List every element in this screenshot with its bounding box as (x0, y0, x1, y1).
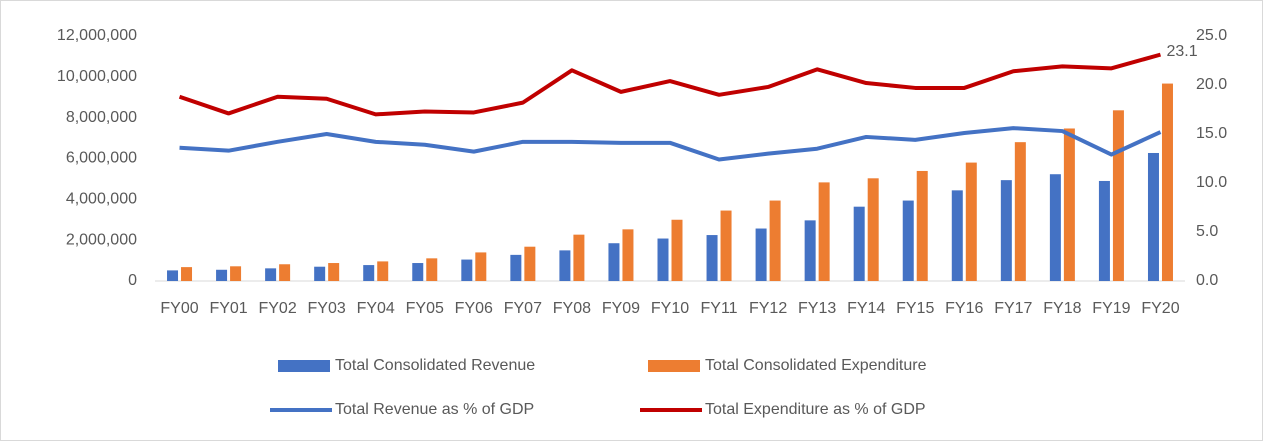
bar (216, 269, 228, 281)
bar (559, 250, 571, 281)
bar (1063, 128, 1075, 281)
x-tick-label: FY16 (945, 300, 983, 317)
legend-label: Total Expenditure as % of GDP (705, 401, 926, 418)
x-tick-label: FY11 (701, 300, 738, 317)
line-series (178, 52, 1162, 117)
x-tick-label: FY09 (602, 300, 640, 317)
x-tick-label: FY00 (160, 300, 198, 317)
x-tick-label: FY12 (749, 300, 787, 317)
bar (475, 252, 487, 281)
y-tick-label: 4,000,000 (66, 191, 137, 208)
y2-tick-label: 15.0 (1196, 125, 1227, 142)
x-tick-label: FY13 (798, 300, 836, 317)
bar (804, 220, 816, 281)
y-tick-label: 2,000,000 (66, 231, 137, 248)
bar (510, 254, 522, 281)
bar (265, 268, 277, 281)
legend-label: Total Consolidated Revenue (335, 357, 535, 374)
bar (426, 258, 438, 281)
legend-label: Total Revenue as % of GDP (335, 401, 534, 418)
bar (902, 200, 914, 281)
bar (328, 263, 340, 281)
bar (867, 178, 879, 281)
bar (412, 263, 424, 281)
bar (1147, 152, 1159, 281)
legend-swatch (648, 360, 700, 372)
bar (916, 170, 928, 281)
bar (657, 238, 669, 281)
data-label: 23.1 (1166, 43, 1197, 60)
bar (461, 259, 473, 281)
bar (769, 200, 781, 281)
x-tick-label: FY05 (406, 300, 444, 317)
x-tick-label: FY02 (258, 300, 296, 317)
bar (524, 246, 536, 281)
bar (853, 206, 865, 281)
y2-tick-label: 5.0 (1196, 223, 1218, 240)
y-tick-label: 0 (128, 272, 137, 289)
bar (1161, 83, 1173, 281)
bar (671, 219, 683, 281)
bar (167, 270, 179, 281)
bar (951, 190, 963, 281)
x-tick-label: FY03 (308, 300, 346, 317)
bar (1014, 142, 1026, 281)
bar (181, 267, 193, 281)
x-tick-label: FY20 (1141, 300, 1179, 317)
bar (706, 235, 718, 281)
y-tick-label: 6,000,000 (66, 150, 137, 167)
y2-tick-label: 0.0 (1196, 272, 1218, 289)
y2-tick-label: 25.0 (1196, 27, 1227, 44)
bar (755, 228, 767, 281)
x-tick-label: FY08 (553, 300, 591, 317)
line-series (179, 126, 1162, 162)
y-tick-label: 8,000,000 (66, 109, 137, 126)
bar (608, 243, 620, 281)
bar (1049, 174, 1061, 281)
bar (573, 234, 585, 281)
legend-swatch (278, 360, 330, 372)
x-tick-label: FY15 (896, 300, 934, 317)
x-tick-label: FY19 (1092, 300, 1130, 317)
bar (622, 229, 634, 281)
bar (1000, 180, 1012, 281)
bar (377, 261, 389, 281)
bar (314, 266, 326, 281)
x-tick-label: FY06 (455, 300, 493, 317)
legend-label: Total Consolidated Expenditure (705, 357, 927, 374)
x-tick-label: FY17 (994, 300, 1032, 317)
y-tick-label: 12,000,000 (57, 27, 137, 44)
y2-tick-label: 20.0 (1196, 76, 1227, 93)
x-tick-label: FY07 (504, 300, 542, 317)
bar (363, 265, 375, 281)
y2-tick-label: 10.0 (1196, 174, 1227, 191)
bar (1098, 180, 1110, 281)
y-tick-label: 10,000,000 (57, 68, 137, 85)
bar (818, 182, 830, 281)
bar (279, 264, 291, 281)
bar (720, 210, 732, 281)
x-tick-label: FY04 (357, 300, 395, 317)
x-tick-label: FY10 (651, 300, 689, 317)
x-tick-label: FY14 (847, 300, 885, 317)
bar (230, 266, 242, 281)
x-tick-label: FY18 (1043, 300, 1081, 317)
bar (965, 162, 977, 281)
bar (1112, 110, 1124, 281)
x-tick-label: FY01 (209, 300, 247, 317)
